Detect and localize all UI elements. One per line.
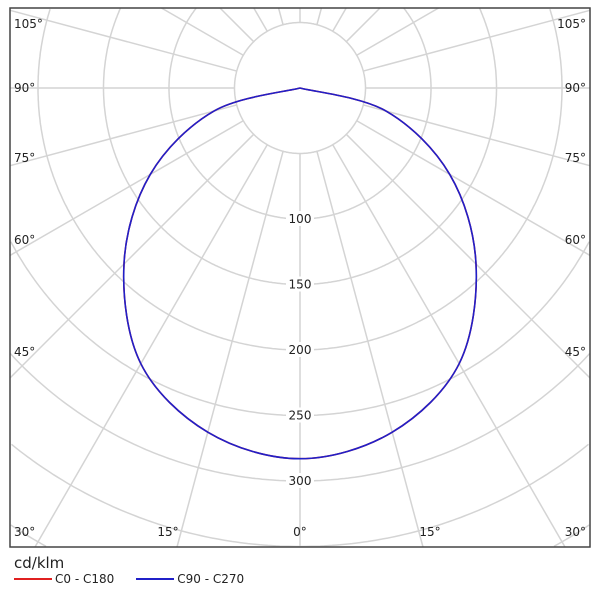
radial-gridline <box>277 7 284 25</box>
legend: cd/klm C0 - C180 C90 - C270 <box>14 554 266 586</box>
angle-label-right: 30° <box>565 525 586 539</box>
radial-gridline <box>176 151 284 548</box>
radial-tick-label: 300 <box>289 474 312 488</box>
angle-label-left: 75° <box>14 151 35 165</box>
radial-gridline <box>363 9 591 72</box>
angle-label-bottom: 0° <box>293 525 307 539</box>
legend-item-c90: C90 - C270 <box>136 572 244 586</box>
radial-gridline <box>9 133 255 379</box>
legend-label: C0 - C180 <box>55 572 115 586</box>
radial-gridline <box>9 120 244 257</box>
tick-label-bg <box>286 473 314 488</box>
radial-gridline <box>161 7 244 56</box>
circle-gridline <box>233 21 367 155</box>
radial-gridline <box>332 144 566 548</box>
radial-gridline <box>345 133 591 379</box>
angle-label-bottom: 15° <box>157 525 178 539</box>
legend-label: C90 - C270 <box>177 572 245 586</box>
radial-gridline <box>34 144 268 548</box>
tick-label-bg <box>286 211 314 226</box>
radial-gridline <box>316 151 424 548</box>
circle-gridline <box>9 352 591 482</box>
tick-label-bg <box>286 407 314 423</box>
radial-tick-label: 150 <box>289 278 312 292</box>
angle-label-right: 45° <box>565 345 586 359</box>
tick-label-bg <box>286 276 314 292</box>
angle-label-left: 60° <box>14 233 35 247</box>
angle-label-right: 75° <box>565 151 586 165</box>
angle-label-left: 30° <box>14 525 35 539</box>
radial-gridline <box>9 104 237 167</box>
radial-gridline <box>356 120 591 257</box>
angle-label-right: 90° <box>565 81 586 95</box>
radial-gridline <box>9 9 237 72</box>
radial-tick-label: 200 <box>289 343 312 357</box>
polar-chart: 100 150 200 250 300 105° 90° 75° 60° 45° 30° 105° 90… <box>9 7 591 548</box>
circle-gridline <box>37 8 563 351</box>
radial-gridline <box>332 7 347 32</box>
radial-gridline <box>253 7 268 32</box>
circle-gridline <box>10 241 590 417</box>
angle-label-left: 90° <box>14 81 35 95</box>
radial-gridline <box>316 7 323 25</box>
legend-swatch-red <box>14 578 52 580</box>
angle-label-right: 60° <box>565 233 586 247</box>
radial-gridline <box>219 7 255 43</box>
circle-gridline <box>168 7 432 220</box>
circle-gridline <box>102 7 498 286</box>
radial-gridline <box>363 104 591 167</box>
radial-gridline <box>345 7 381 43</box>
radial-tick-label: 250 <box>289 409 312 423</box>
unit-label: cd/klm <box>14 554 65 572</box>
radial-gridline <box>356 7 439 56</box>
circle-gridline <box>11 443 589 548</box>
series-line-1 <box>122 87 478 460</box>
angle-label-left: 105° <box>14 17 43 31</box>
legend-swatch-blue <box>136 578 175 580</box>
angle-label-right: 105° <box>557 17 586 31</box>
radial-tick-label: 100 <box>289 212 312 226</box>
grid <box>9 7 591 548</box>
plot-frame <box>9 7 591 548</box>
angle-label-bottom: 15° <box>419 525 440 539</box>
circle-gridline <box>10 524 590 547</box>
tick-label-bg <box>286 342 314 357</box>
angle-label-left: 45° <box>14 345 35 359</box>
legend-item-c0: C0 - C180 <box>14 572 114 586</box>
